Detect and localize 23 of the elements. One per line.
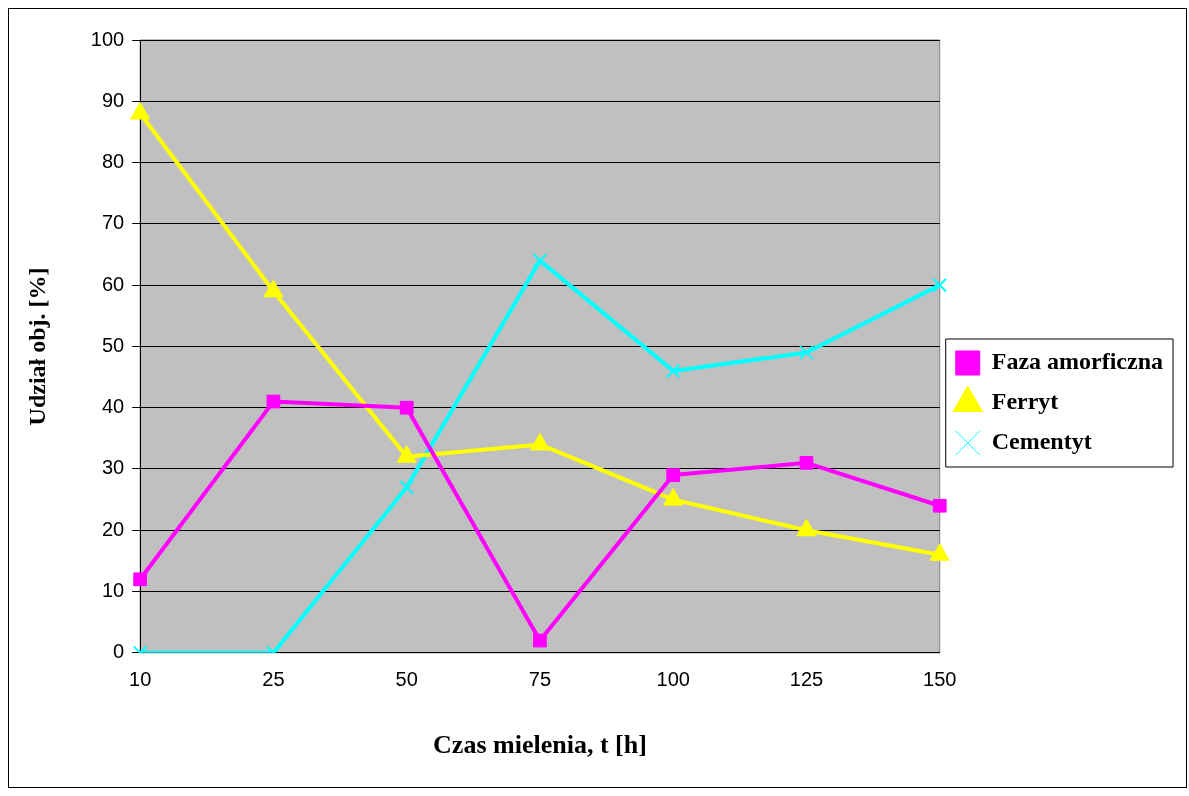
x-tick-label: 25 xyxy=(262,668,285,691)
y-tick-label: 60 xyxy=(101,272,125,295)
x-tick-label: 10 xyxy=(129,668,152,691)
y-tick-label: 50 xyxy=(101,333,125,356)
x-axis-title: Czas mielenia, t [h] xyxy=(433,730,647,760)
legend-label: Faza amorficzna xyxy=(991,348,1164,375)
y-tick-label: 40 xyxy=(101,395,125,418)
legend-label: Cementyt xyxy=(991,428,1092,455)
x-tick-label: 125 xyxy=(789,668,824,691)
y-axis-title: Udział obj. [%] xyxy=(23,267,50,426)
y-tick-label: 80 xyxy=(101,150,125,173)
legend-label: Ferryt xyxy=(991,388,1059,415)
y-tick-label: 30 xyxy=(101,456,125,479)
y-tick-label: 20 xyxy=(101,517,125,540)
x-tick-label: 150 xyxy=(923,668,957,691)
y-tick-label: 70 xyxy=(101,211,125,234)
y-tick-label: 90 xyxy=(101,88,125,111)
x-tick-label: 75 xyxy=(528,668,552,691)
x-tick-label: 50 xyxy=(395,668,418,691)
y-tick-label: 100 xyxy=(90,27,125,50)
x-tick-label: 100 xyxy=(656,668,690,691)
y-tick-label: 0 xyxy=(113,640,125,663)
y-tick-label: 10 xyxy=(101,579,125,602)
